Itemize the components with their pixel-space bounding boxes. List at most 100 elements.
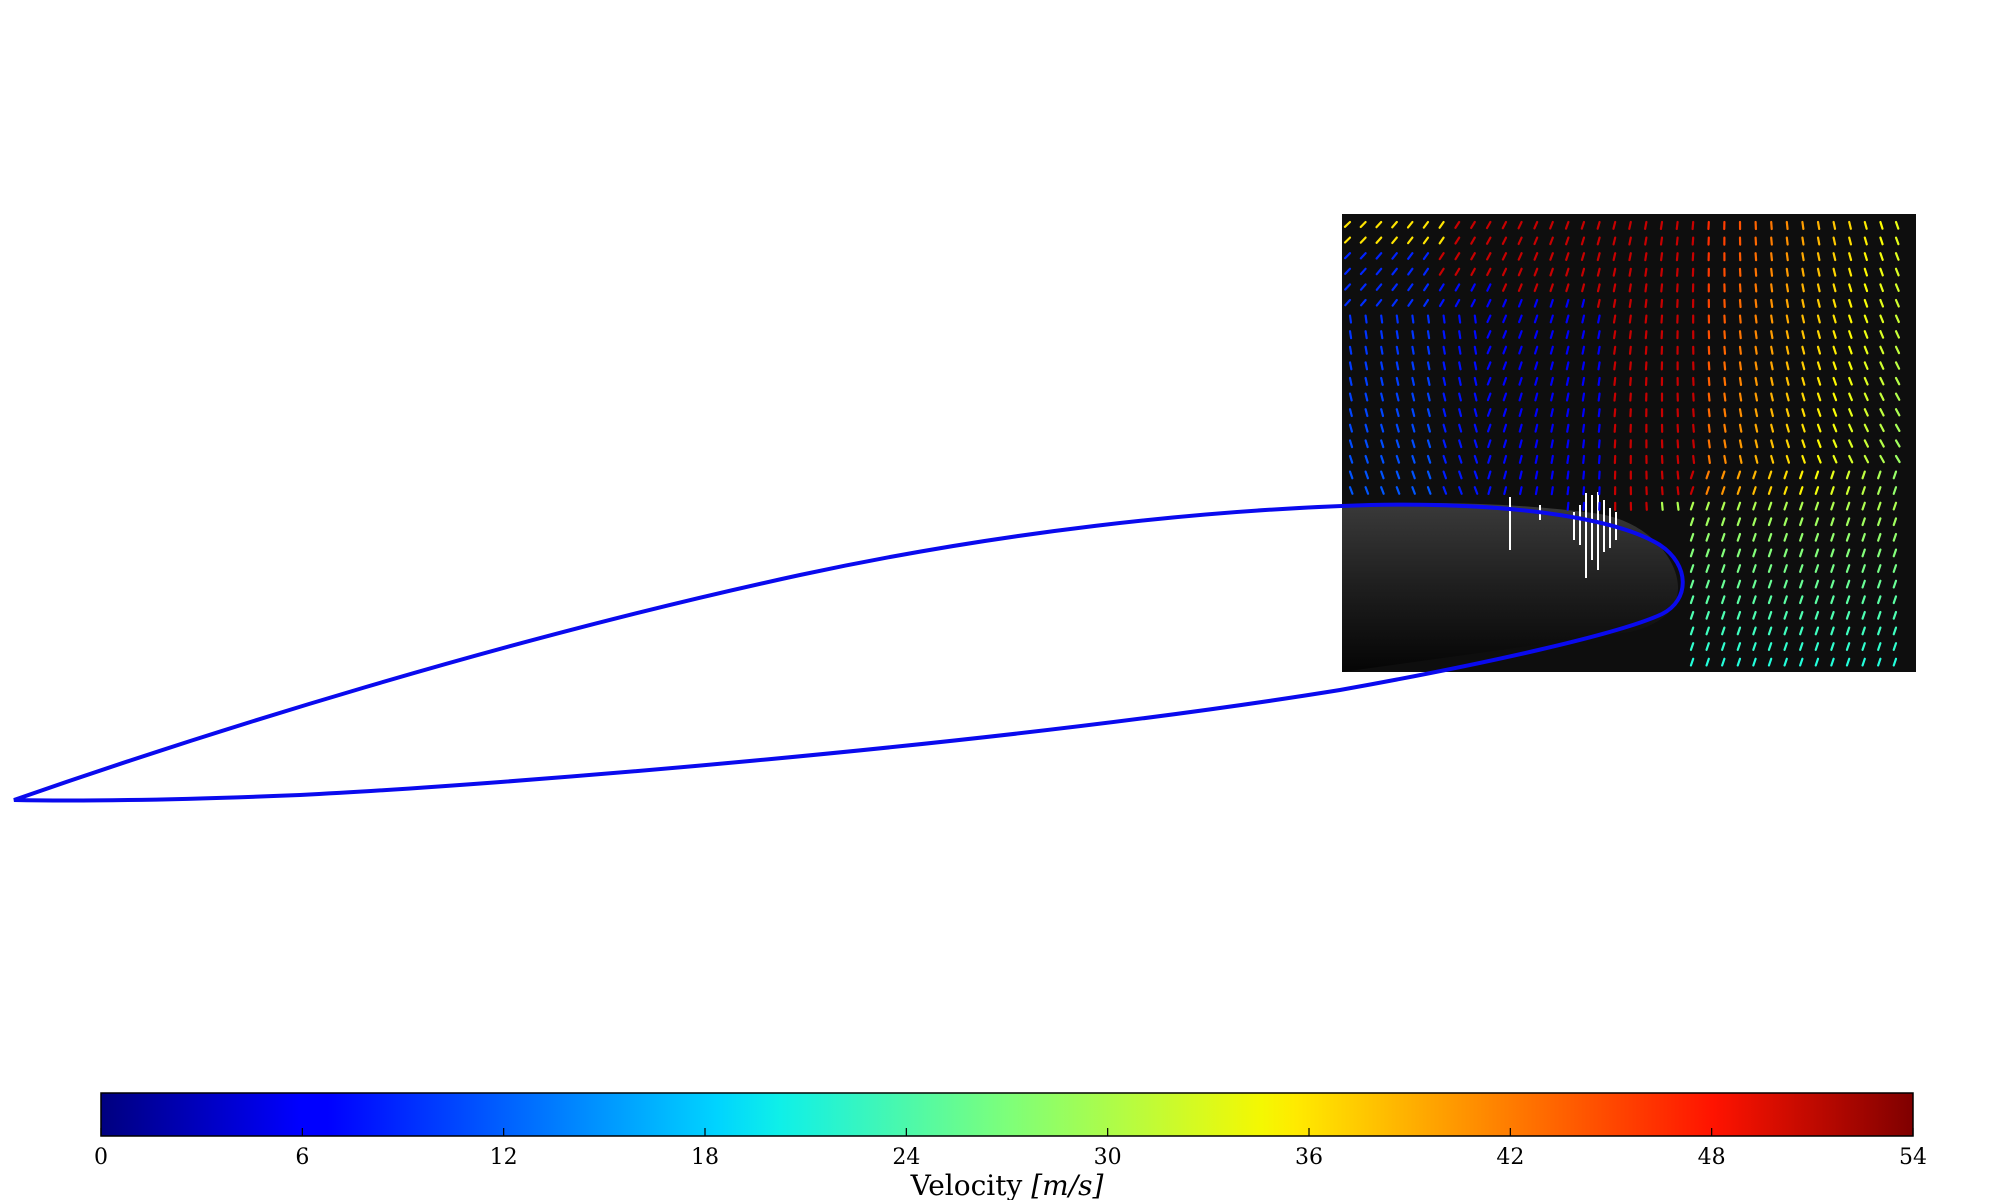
- velocity-vector: [1442, 470, 1448, 480]
- colorbar: 0 6 12 18 24 30 36 42 48 54 Velocity [m/s]: [94, 1092, 1927, 1200]
- velocity-vector: [1380, 314, 1384, 324]
- velocity-vector: [1458, 439, 1463, 449]
- velocity-vector: [1783, 564, 1788, 573]
- velocity-vector: [1848, 220, 1852, 230]
- velocity-vector: [1721, 486, 1726, 495]
- velocity-vector: [1848, 283, 1853, 293]
- piv-surface-reflections: [1509, 492, 1617, 578]
- velocity-vector: [1411, 470, 1416, 480]
- velocity-vector: [1705, 548, 1710, 558]
- velocity-vector: [1721, 626, 1726, 636]
- velocity-vector: [1736, 517, 1742, 527]
- velocity-vector: [1395, 314, 1399, 324]
- velocity-vector: [1705, 517, 1710, 527]
- velocity-vector: [1454, 283, 1461, 292]
- velocity-vector: [1785, 454, 1791, 464]
- velocity-vector: [1861, 532, 1866, 542]
- velocity-vector: [1517, 236, 1523, 246]
- velocity-vector: [1380, 423, 1385, 433]
- velocity-vector: [1426, 330, 1431, 340]
- velocity-vector: [1892, 501, 1898, 511]
- velocity-vector: [1799, 642, 1804, 651]
- velocity-vector: [1799, 579, 1804, 589]
- velocity-vector: [1816, 252, 1821, 262]
- velocity-vector: [1582, 439, 1586, 449]
- velocity-vector: [1581, 314, 1586, 324]
- velocity-vector: [1597, 423, 1601, 433]
- velocity-vector: [1894, 361, 1901, 370]
- velocity-vector: [1736, 626, 1742, 636]
- velocity-vector: [1582, 486, 1586, 496]
- velocity-vector: [1738, 345, 1742, 355]
- velocity-vector: [1533, 283, 1539, 293]
- velocity-vector: [1848, 314, 1853, 324]
- velocity-vector: [1783, 548, 1788, 558]
- velocity-vector: [1879, 252, 1884, 261]
- velocity-vector: [1426, 408, 1431, 418]
- velocity-vector: [1830, 626, 1835, 636]
- velocity-vector: [1832, 330, 1837, 339]
- velocity-vector: [1597, 330, 1601, 340]
- velocity-vector: [1470, 236, 1476, 245]
- velocity-vector: [1689, 517, 1695, 527]
- velocity-vector: [1380, 439, 1385, 449]
- velocity-vector: [1458, 361, 1462, 371]
- velocity-vector: [1863, 361, 1869, 370]
- velocity-vector: [1380, 454, 1385, 464]
- velocity-vector: [1894, 392, 1901, 401]
- velocity-vector: [1767, 486, 1773, 495]
- velocity-vector: [1814, 470, 1820, 480]
- velocity-vector: [1692, 439, 1696, 449]
- velocity-vector: [1801, 345, 1806, 355]
- velocity-vector: [1359, 236, 1367, 244]
- velocity-vector: [1689, 486, 1695, 495]
- velocity-vector: [1770, 454, 1775, 464]
- velocity-vector: [1628, 314, 1632, 324]
- velocity-vector: [1832, 236, 1837, 246]
- velocity-vector: [1752, 470, 1757, 480]
- velocity-vector: [1705, 532, 1710, 542]
- velocity-vector: [1754, 345, 1758, 355]
- velocity-vector: [1689, 657, 1695, 667]
- velocity-vector: [1832, 376, 1838, 386]
- velocity-vector: [1442, 486, 1448, 495]
- velocity-vector: [1830, 517, 1835, 527]
- velocity-vector: [1359, 220, 1367, 229]
- velocity-vector: [1533, 267, 1539, 277]
- velocity-vector: [1629, 376, 1632, 387]
- velocity-vector: [1348, 486, 1354, 495]
- velocity-vector: [1596, 267, 1601, 277]
- velocity-vector: [1533, 330, 1539, 339]
- velocity-vector: [1845, 564, 1851, 573]
- colorbar-tick-label: 6: [295, 1145, 309, 1170]
- velocity-vector: [1783, 532, 1788, 542]
- velocity-vector: [1406, 220, 1414, 229]
- velocity-vector: [1407, 267, 1414, 276]
- velocity-vector: [1473, 330, 1477, 340]
- velocity-vector: [1348, 361, 1353, 371]
- velocity-vector: [1644, 267, 1648, 277]
- velocity-vector: [1533, 236, 1539, 246]
- velocity-vector: [1799, 626, 1804, 636]
- velocity-vector: [1486, 298, 1492, 308]
- velocity-vector: [1801, 361, 1806, 371]
- velocity-vector: [1816, 361, 1822, 371]
- velocity-vector: [1534, 408, 1539, 418]
- velocity-vector: [1426, 486, 1432, 495]
- velocity-vector: [1770, 345, 1774, 355]
- velocity-vector: [1814, 595, 1820, 605]
- velocity-vector: [1660, 283, 1664, 293]
- velocity-vector: [1721, 579, 1726, 589]
- velocity-vector: [1458, 408, 1463, 418]
- velocity-vector: [1517, 267, 1523, 277]
- velocity-vector: [1549, 283, 1554, 293]
- velocity-vector: [1738, 423, 1743, 433]
- velocity-vector: [1565, 345, 1570, 355]
- velocity-vector: [1628, 283, 1632, 293]
- velocity-vector: [1549, 267, 1554, 277]
- velocity-vector: [1816, 345, 1822, 355]
- velocity-vector: [1801, 298, 1805, 308]
- velocity-vector: [1628, 345, 1632, 355]
- velocity-vector: [1344, 298, 1352, 307]
- velocity-vector: [1407, 298, 1414, 307]
